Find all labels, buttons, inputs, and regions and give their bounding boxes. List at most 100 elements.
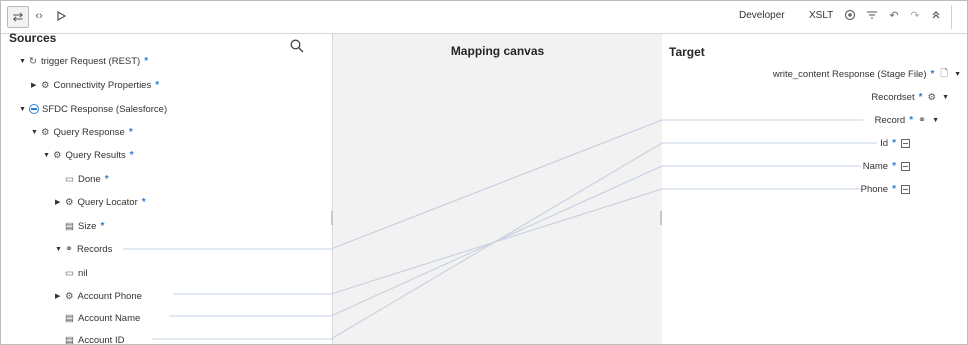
toolbar-divider [951, 5, 952, 29]
tree-node-size[interactable]: ▤ Size * [65, 218, 104, 234]
target-node-record[interactable]: Record * ⚭ ▼ [875, 112, 939, 128]
canvas-title: Mapping canvas [450, 44, 545, 58]
repeating-element-icon: ⚭ [65, 243, 73, 255]
tree-node-label: Account Name [77, 312, 141, 324]
element-icon: ⚙ [65, 290, 74, 302]
element-icon: ⚙ [65, 196, 74, 208]
boolean-icon: ▭ [65, 173, 74, 185]
tree-node-label: Query Locator [77, 196, 138, 208]
target-node-name[interactable]: Name * [863, 158, 910, 174]
caret-down-icon[interactable]: ▼ [31, 128, 38, 136]
tree-node-label: Phone [860, 183, 889, 195]
caret-down-icon[interactable]: ▼ [954, 70, 961, 78]
caret-down-icon[interactable]: ▼ [55, 245, 62, 253]
caret-down-icon[interactable]: ▼ [19, 57, 26, 65]
target-node-recordset[interactable]: Recordset * ⚙ ▼ [871, 89, 949, 105]
trigger-icon: ↻ [29, 55, 37, 67]
required-marker: * [128, 126, 133, 138]
filter-icon[interactable] [865, 8, 879, 22]
required-marker: * [892, 160, 896, 172]
tree-node-records[interactable]: ▼ ⚭ Records [55, 241, 112, 257]
tree-node-label: nil [77, 267, 88, 279]
required-marker: * [892, 183, 896, 195]
tree-node-done[interactable]: ▭ Done * [65, 171, 109, 187]
tree-node-label: write_content Response (Stage File) [772, 68, 927, 80]
tree-node-label: Query Response [53, 126, 125, 138]
tree-node-label: Query Results [65, 149, 126, 161]
tree-node-query-results[interactable]: ▼ ⚙ Query Results * [43, 147, 134, 163]
tree-node-account-id[interactable]: ▤ Account ID [65, 332, 124, 345]
tree-node-label: Record [874, 114, 906, 126]
tree-node-label: Id [880, 137, 889, 149]
redo-icon[interactable]: ↷ [910, 9, 920, 22]
field-icon [901, 138, 910, 148]
element-icon: ⚙ [53, 149, 62, 161]
mapping-canvas[interactable]: Mapping canvas [332, 34, 663, 344]
tree-node-nil[interactable]: ▭ nil [65, 265, 88, 281]
required-marker: * [155, 79, 160, 91]
developer-toggle[interactable]: Developer [739, 10, 785, 21]
tree-node-query-response[interactable]: ▼ ⚙ Query Response * [31, 124, 133, 140]
tree-node-label: Name [862, 160, 889, 172]
caret-down-icon[interactable]: ▼ [932, 116, 939, 124]
required-marker: * [892, 137, 896, 149]
required-marker: * [918, 91, 923, 103]
target-node-id[interactable]: Id * [880, 135, 910, 151]
tree-node-label: Account ID [77, 334, 125, 345]
tree-node-label: trigger Request (REST) [40, 55, 141, 67]
caret-right-icon[interactable]: ▶ [55, 199, 61, 206]
tree-node-label: Size [77, 220, 97, 232]
field-icon: ▤ [65, 220, 74, 232]
caret-down-icon[interactable]: ▼ [19, 105, 26, 113]
tree-node-account-name[interactable]: ▤ Account Name [65, 310, 140, 326]
toolbar: ⇄ ‹› Developer XSLT ↶ ↷ [1, 1, 967, 34]
field-icon: ▤ [65, 334, 74, 345]
tree-node-label: Records [76, 243, 113, 255]
tree-node-label: Account Phone [77, 290, 142, 302]
search-icon[interactable] [290, 39, 304, 53]
required-marker: * [104, 173, 109, 185]
repeating-element-icon: ⚭ [918, 114, 927, 126]
tree-node-account-phone[interactable]: ▶ ⚙ Account Phone [55, 288, 142, 304]
target-title: Target [669, 45, 705, 59]
target-node-phone[interactable]: Phone * [861, 181, 910, 197]
field-icon: ▤ [65, 312, 74, 324]
tree-node-label: Connectivity Properties [53, 79, 152, 91]
caret-down-icon[interactable]: ▼ [43, 151, 50, 159]
field-icon [901, 161, 910, 171]
required-marker: * [909, 114, 914, 126]
tree-node-sfdc[interactable]: ▼ SFDC Response (Salesforce) [19, 101, 167, 117]
left-splitter[interactable] [331, 211, 333, 225]
tree-node-query-locator[interactable]: ▶ ⚙ Query Locator * [55, 194, 146, 210]
caret-right-icon[interactable]: ▶ [55, 293, 61, 300]
attribute-icon: ▭ [65, 267, 74, 279]
xslt-toggle[interactable]: XSLT [809, 10, 834, 21]
target-panel: Target write_content Response (Stage Fil… [662, 34, 967, 344]
sources-title: Sources [9, 31, 57, 45]
caret-right-icon[interactable]: ▶ [31, 82, 37, 89]
tree-node-trigger[interactable]: ▼ ↻ trigger Request (REST) * [19, 53, 148, 69]
element-icon: ⚙ [41, 126, 50, 138]
element-icon: ⚙ [927, 91, 937, 103]
file-icon: 🗋 [940, 68, 949, 79]
view-icon[interactable] [843, 8, 857, 22]
play-icon[interactable] [53, 6, 69, 26]
required-marker: * [129, 149, 134, 161]
tree-node-label: Done [77, 173, 101, 185]
caret-down-icon[interactable]: ▼ [942, 93, 949, 101]
sources-panel: Sources ▼ ↻ trigger Request (REST) * ▶ ⚙… [1, 31, 331, 345]
required-marker: * [930, 68, 935, 80]
code-icon[interactable]: ‹› [35, 10, 43, 22]
tree-node-label: SFDC Response (Salesforce) [42, 103, 168, 115]
swap-icon[interactable]: ⇄ [7, 6, 29, 28]
target-node-write-content[interactable]: write_content Response (Stage File) * 🗋 … [773, 66, 961, 82]
undo-icon[interactable]: ↶ [889, 9, 899, 22]
field-icon [901, 184, 910, 194]
tree-node-connectivity[interactable]: ▶ ⚙ Connectivity Properties * [31, 77, 159, 93]
element-icon: ⚙ [41, 79, 50, 91]
collapse-icon[interactable] [929, 8, 943, 22]
required-marker: * [100, 220, 105, 232]
salesforce-icon [29, 104, 39, 114]
required-marker: * [141, 196, 146, 208]
